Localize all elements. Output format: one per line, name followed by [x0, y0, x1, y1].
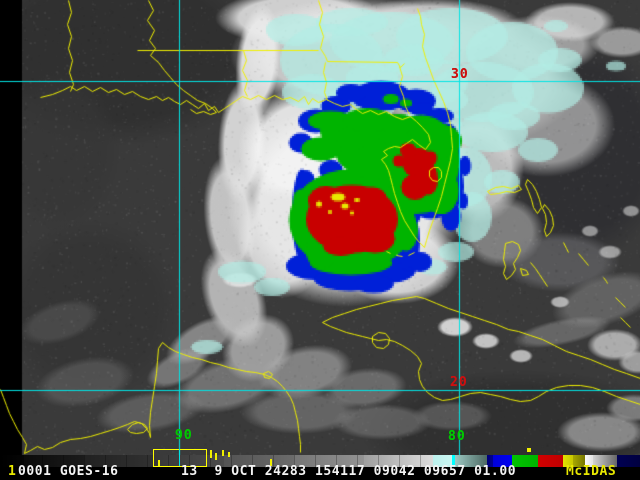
- grid-label-20: 20: [450, 375, 468, 390]
- wedge-segment: [0, 455, 24, 467]
- wedge-segment: [573, 455, 585, 467]
- wedge-segment: [84, 455, 154, 467]
- wedge-overlay-mark: [527, 448, 531, 452]
- wedge-segment: [512, 455, 538, 467]
- grid-label-80: 80: [448, 429, 466, 444]
- wedge-segment: [593, 455, 617, 467]
- wedge-overlay-mark: [228, 452, 230, 457]
- wedge-segment: [294, 455, 364, 467]
- satellite-image[interactable]: [0, 0, 640, 455]
- wedge-overlay-mark: [222, 450, 224, 456]
- frame-number: 1: [8, 464, 17, 479]
- image-id: 0001 GOES-16: [18, 464, 119, 479]
- wedge-segment: [364, 455, 433, 467]
- wedge-segment: [585, 455, 593, 467]
- wedge-step-lines: [0, 455, 434, 467]
- wedge-overlay-mark: [270, 459, 272, 466]
- image-time-info: 13 9 OCT 24283 154117 09042 09657 01.00: [181, 464, 517, 479]
- wedge-segment: [538, 455, 563, 467]
- grid-label-30: 30: [451, 67, 469, 82]
- mcidas-brand: McIDAS: [566, 464, 617, 479]
- wedge-segment: [452, 455, 455, 467]
- wedge-overlay-mark: [158, 460, 160, 466]
- wedge-segment: [224, 455, 294, 467]
- wedge-overlay-mark: [179, 449, 180, 466]
- wedge-segment: [563, 455, 573, 467]
- wedge-segment: [493, 455, 512, 467]
- grid-label-90: 90: [175, 428, 193, 443]
- wedge-segment: [433, 455, 452, 467]
- wedge-segment: [617, 455, 640, 467]
- wedge-overlay-mark: [210, 450, 212, 458]
- wedge-segment: [24, 455, 84, 467]
- wedge-segment: [455, 455, 487, 467]
- wedge-overlay-mark: [215, 453, 217, 460]
- wedge-segment: [487, 455, 493, 467]
- wedge-highlight-box: [153, 449, 207, 467]
